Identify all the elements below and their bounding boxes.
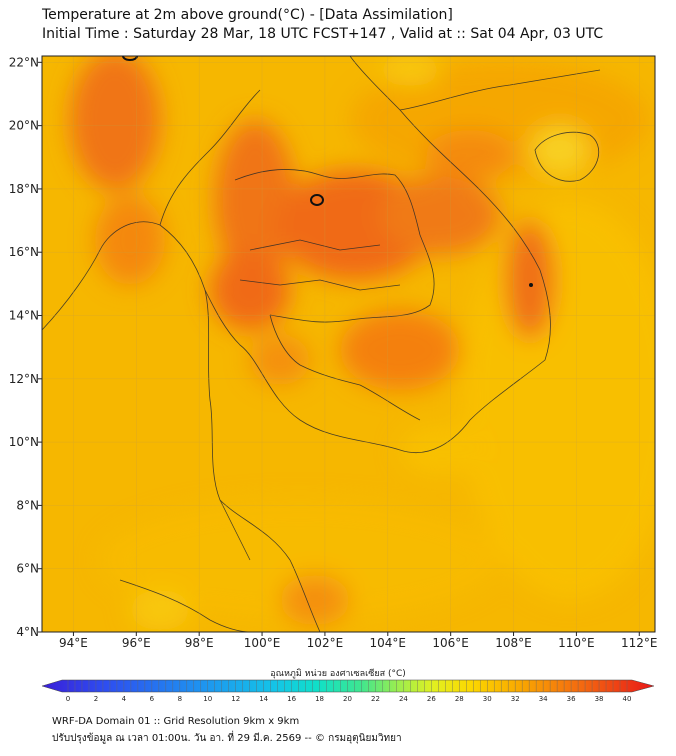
colorbar-tick-label: 0 xyxy=(66,695,70,703)
colorbar-tick-label: 36 xyxy=(567,695,576,703)
colorbar-tick-label: 16 xyxy=(287,695,296,703)
lat-tick-label: 20°N xyxy=(9,119,39,133)
map-frame xyxy=(41,55,656,633)
lon-tick-label: 102°E xyxy=(307,636,344,650)
lat-tick-label: 4°N xyxy=(16,625,39,639)
lat-tick-label: 14°N xyxy=(9,309,39,323)
lat-tick-label: 6°N xyxy=(16,562,39,576)
colorbar-tick-label: 2 xyxy=(94,695,98,703)
colorbar-tick-label: 26 xyxy=(427,695,436,703)
colorbar-bar xyxy=(41,679,655,693)
lon-tick-label: 96°E xyxy=(122,636,151,650)
lat-tick-label: 8°N xyxy=(16,498,39,512)
lon-tick-label: 104°E xyxy=(370,636,407,650)
lon-tick-label: 110°E xyxy=(558,636,595,650)
colorbar-tick-label: 22 xyxy=(371,695,380,703)
colorbar-title: อุณหภูมิ หน่วย องศาเซลเซียส (°C) xyxy=(270,669,406,679)
lon-tick-label: 106°E xyxy=(432,636,469,650)
colorbar-tick-label: 14 xyxy=(259,695,268,703)
lat-tick-label: 22°N xyxy=(9,55,39,69)
colorbar-tick-label: 24 xyxy=(399,695,408,703)
lon-tick-label: 100°E xyxy=(244,636,281,650)
lat-tick-label: 12°N xyxy=(9,372,39,386)
footer-resolution: WRF-DA Domain 01 :: Grid Resolution 9km … xyxy=(52,716,300,727)
colorbar-tick-label: 32 xyxy=(511,695,520,703)
lon-tick-label: 112°E xyxy=(621,636,658,650)
colorbar-tick-label: 12 xyxy=(231,695,240,703)
colorbar-tick-label: 38 xyxy=(595,695,604,703)
chart-subtitle: Initial Time : Saturday 28 Mar, 18 UTC F… xyxy=(42,26,604,42)
colorbar-tick-label: 34 xyxy=(539,695,548,703)
gridlines xyxy=(42,56,655,632)
colorbar-tick-label: 28 xyxy=(455,695,464,703)
lat-tick-label: 10°N xyxy=(9,435,39,449)
colorbar: 0 2 4 6 8 10 12 14 16 18 20 22 24 26 28 30 32 34 36 38 40 xyxy=(41,679,655,703)
footer-update: ปรับปรุงข้อมูล ณ เวลา 01:00น. วัน อา. ที… xyxy=(52,733,402,744)
boundary-lines xyxy=(42,56,601,632)
colorbar-tick-label: 10 xyxy=(203,695,212,703)
colorbar-tick-label: 6 xyxy=(150,695,155,703)
lon-tick-label: 94°E xyxy=(59,636,88,650)
colorbar-tick-label: 40 xyxy=(623,695,632,703)
lat-tick-label: 18°N xyxy=(9,182,39,196)
colorbar-tick-label: 8 xyxy=(178,695,182,703)
colorbar-tick-label: 20 xyxy=(343,695,352,703)
temperature-field xyxy=(42,56,655,632)
colorbar-tick-label: 18 xyxy=(315,695,324,703)
colorbar-tick-label: 4 xyxy=(122,695,127,703)
lon-tick-label: 108°E xyxy=(495,636,532,650)
lon-tick-label: 98°E xyxy=(185,636,214,650)
latitude-axis: 22°N 20°N 18°N 16°N 14°N 12°N 10°N 8°N 6°N 4°N xyxy=(9,55,42,639)
colorbar-tick-label: 30 xyxy=(483,695,492,703)
longitude-axis: 94°E 96°E 98°E 100°E 102°E 104°E 106°E 108°E 110… xyxy=(59,632,658,650)
chart-title: Temperature at 2m above ground(°C) - [Da… xyxy=(42,7,453,23)
lat-tick-label: 16°N xyxy=(9,245,39,259)
